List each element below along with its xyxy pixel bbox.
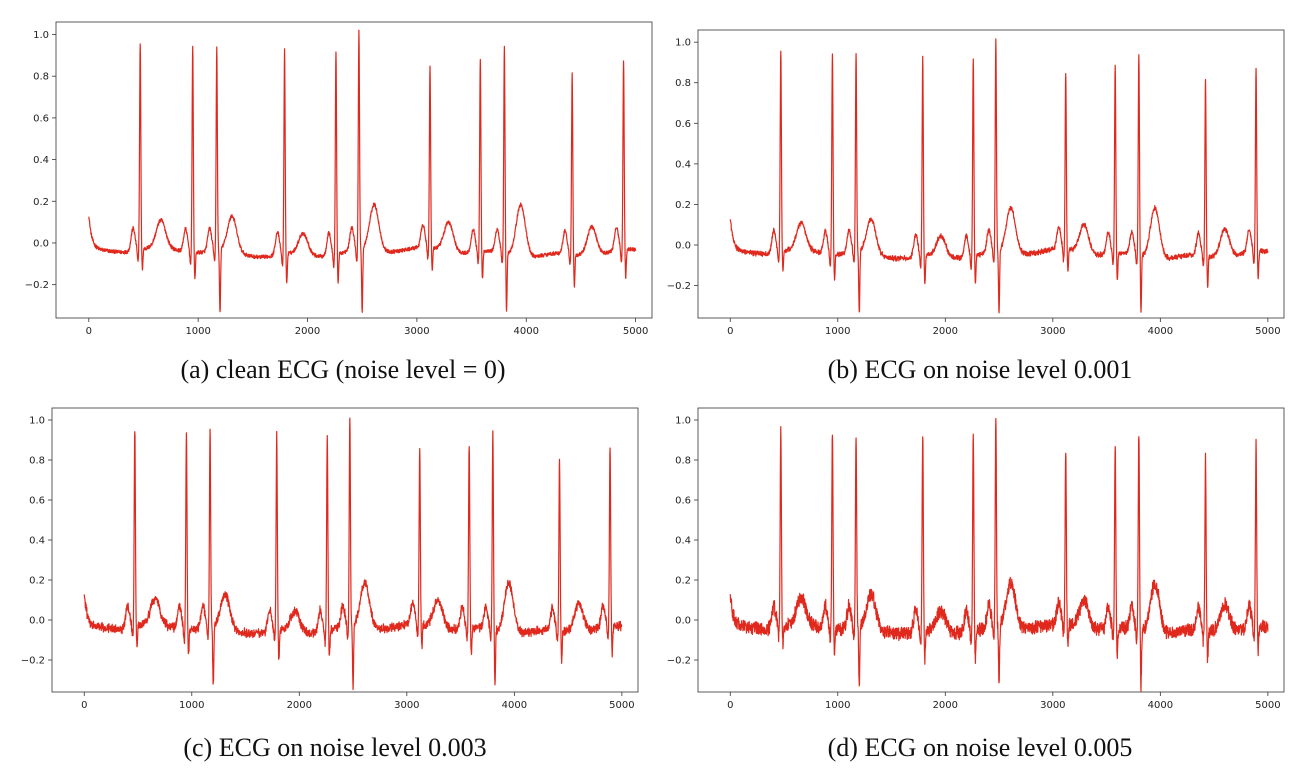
x-tick-label: 4000: [514, 326, 539, 337]
y-tick-label: 0.0: [33, 238, 49, 249]
y-tick-label: 0.4: [29, 536, 45, 547]
x-tick-label: 0: [727, 700, 733, 711]
y-tick-label: 0.8: [675, 78, 691, 89]
x-tick-label: 3000: [394, 700, 419, 711]
x-tick-label: 2000: [933, 700, 958, 711]
ecg-trace: [84, 418, 622, 689]
x-tick-label: 3000: [1040, 700, 1065, 711]
y-tick-label: 0.2: [675, 200, 691, 211]
ecg-trace: [730, 418, 1268, 691]
y-tick-label: 0.0: [675, 240, 691, 251]
y-tick-label: 0.0: [29, 616, 45, 627]
x-tick-label: 0: [81, 700, 87, 711]
y-tick-label: −0.2: [21, 656, 45, 667]
y-tick-label: 0.2: [675, 576, 691, 587]
ecg-trace: [89, 30, 636, 312]
y-tick-label: 0.2: [33, 197, 49, 208]
y-tick-label: 1.0: [675, 38, 691, 49]
y-tick-label: −0.2: [25, 280, 49, 291]
x-tick-label: 4000: [1148, 700, 1173, 711]
caption-d: (d) ECG on noise level 0.005: [660, 733, 1300, 763]
y-tick-label: −0.2: [667, 656, 691, 667]
x-tick-label: 5000: [623, 326, 648, 337]
y-tick-label: 0.2: [29, 576, 45, 587]
y-tick-label: 0.8: [33, 72, 49, 83]
y-tick-label: 0.8: [675, 456, 691, 467]
y-tick-label: 0.4: [675, 536, 691, 547]
ecg-plot-d: 0 1000 2000 3000 4000 5000 −0.2 0.0 0.2 0.4 0.6 0.8…: [666, 402, 1286, 722]
y-tick-label: 0.8: [29, 456, 45, 467]
axes-frame: [698, 408, 1284, 692]
y-tick-label: 0.4: [675, 159, 691, 170]
x-tick-label: 1000: [179, 700, 204, 711]
ecg-plot-c: 0 1000 2000 3000 4000 5000 −0.2 0.0 0.2 0.4 0.6 0.8…: [14, 402, 654, 722]
x-tick-label: 5000: [1255, 700, 1280, 711]
x-tick-label: 4000: [502, 700, 527, 711]
x-tick-label: 2000: [287, 700, 312, 711]
caption-b: (b) ECG on noise level 0.001: [660, 355, 1300, 385]
axes-frame: [56, 22, 652, 318]
x-tick-label: 3000: [404, 326, 429, 337]
y-tick-label: 1.0: [33, 30, 49, 41]
ecg-plot-b: 0 1000 2000 3000 4000 5000 −0.2 0.0 0.2 0.4 0.6 0.8…: [666, 18, 1286, 348]
caption-c: (c) ECG on noise level 0.003: [10, 733, 660, 763]
x-tick-label: 0: [727, 326, 733, 337]
x-tick-label: 5000: [1255, 326, 1280, 337]
y-tick-label: 0.6: [675, 496, 691, 507]
axes-frame: [698, 30, 1284, 318]
x-tick-label: 2000: [933, 326, 958, 337]
x-tick-label: 3000: [1040, 326, 1065, 337]
y-tick-label: 0.6: [675, 119, 691, 130]
y-tick-label: 0.0: [675, 616, 691, 627]
y-tick-label: 0.6: [29, 496, 45, 507]
y-tick-label: −0.2: [667, 281, 691, 292]
x-tick-label: 4000: [1148, 326, 1173, 337]
x-tick-label: 0: [86, 326, 92, 337]
caption-a: (a) clean ECG (noise level = 0): [18, 355, 668, 385]
x-tick-label: 2000: [295, 326, 320, 337]
axes-frame: [52, 408, 638, 692]
y-tick-label: 1.0: [29, 416, 45, 427]
ecg-plot-a: 0 1000 2000 3000 4000 5000 −0.2 0.0 0.2 0.4 0.6 0.8…: [18, 18, 658, 348]
x-tick-label: 1000: [825, 700, 850, 711]
ecg-trace: [730, 39, 1268, 313]
x-tick-label: 1000: [185, 326, 210, 337]
y-tick-label: 0.4: [33, 155, 49, 166]
y-tick-label: 0.6: [33, 113, 49, 124]
y-tick-label: 1.0: [675, 416, 691, 427]
x-tick-label: 5000: [609, 700, 634, 711]
x-tick-label: 1000: [825, 326, 850, 337]
